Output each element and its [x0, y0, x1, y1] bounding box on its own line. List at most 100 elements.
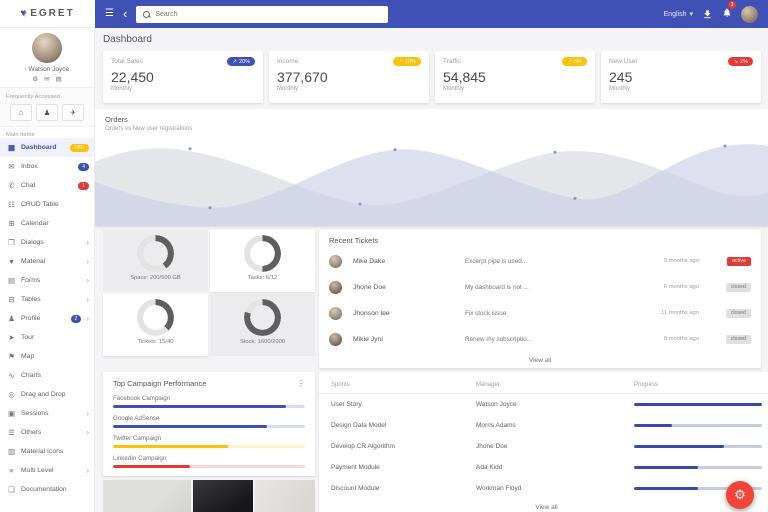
campaign-label: Twitter Campaign: [113, 435, 162, 442]
sidebar-item[interactable]: ⊟ Tables ›: [8, 294, 89, 304]
progress-bar: [634, 403, 762, 406]
sprint-cell: Payment Module: [331, 464, 380, 471]
sidebar-item[interactable]: ♟ Profile 2 ›: [8, 313, 89, 323]
ticket-row[interactable]: Mike Dake Excerpt pipe is used... 9 mont…: [319, 248, 761, 274]
calendar-icon: ⊞: [8, 219, 15, 228]
quick-access-button[interactable]: ✈: [62, 104, 84, 121]
campaign-progress-fill: [113, 425, 267, 428]
donut-gauge: [244, 235, 281, 272]
tickets-list: Mike Dake Excerpt pipe is used... 9 mont…: [319, 248, 761, 352]
quick-access-button[interactable]: ♟: [36, 104, 58, 121]
stat-card: Income ↗ 10% 377,670 Monthly: [269, 51, 429, 103]
chevron-right-icon: ›: [86, 408, 89, 418]
panel-title: Top Campaign Performance: [113, 379, 207, 388]
progress-bar: [634, 466, 762, 469]
campaign-progress-fill: [113, 465, 190, 468]
tour-icon: ➤: [8, 333, 15, 342]
stat-label: Total Sales: [111, 58, 143, 65]
main-items-label: Main Items: [6, 132, 35, 138]
progress-bar: [634, 487, 762, 490]
progress-bar-fill: [634, 487, 698, 490]
apps-icon[interactable]: ▤: [55, 76, 62, 83]
user-avatar[interactable]: [32, 33, 62, 63]
chat-icon: ✆: [8, 181, 15, 190]
ticket-status-badge: closed: [725, 334, 751, 344]
tables-icon: ⊟: [8, 295, 15, 304]
material-icons-icon: ▥: [7, 447, 16, 456]
sidebar-item[interactable]: ≡ Multi Level ›: [0, 461, 94, 480]
sidebar-item[interactable]: ❐ Dialogs ›: [8, 237, 89, 247]
sidebar-item[interactable]: ⊞ Calendar: [8, 219, 49, 228]
sidebar-item[interactable]: ▤ Forms ›: [7, 275, 89, 285]
sidebar-badge: 2: [70, 314, 82, 323]
profile-icon: ♟: [8, 314, 15, 323]
view-all-link[interactable]: View all: [535, 504, 558, 511]
notifications-button[interactable]: 3: [722, 1, 736, 23]
photo-thumbnail[interactable]: [193, 480, 253, 512]
user-name-row: ▪ Watson Joyce: [0, 66, 94, 73]
home-icon: ⌂: [18, 108, 24, 117]
manager-cell: Jhone Doe: [476, 443, 508, 450]
photo-thumbnail[interactable]: [255, 480, 315, 512]
stat-sub-label: Monthly: [277, 86, 299, 92]
topbar-avatar[interactable]: [741, 5, 758, 23]
sessions-icon: ▣: [7, 409, 16, 418]
back-chevron-icon[interactable]: ‹: [122, 5, 128, 21]
sidebar-item[interactable]: ▥ Material Icons: [7, 447, 64, 456]
campaigns-list: Facebook Campaign Google AdSense: [113, 395, 305, 468]
panel-subtitle: Orders vs New user registrations: [105, 126, 193, 132]
ticket-row[interactable]: Jhone Doe My dashboard is not ... 6 mont…: [319, 274, 761, 300]
quick-access-button[interactable]: ⌂: [10, 104, 32, 121]
ticket-name: Mike Dake: [353, 257, 386, 265]
sidebar-item[interactable]: ✆ Chat 1: [0, 176, 94, 195]
manager-cell: Ada Kidd: [476, 464, 503, 471]
ticket-excerpt: Excerpt pipe is used...: [465, 257, 527, 265]
logo: ♥ EGRET: [0, 0, 95, 28]
ticket-name: Mikie Jyni: [353, 335, 383, 343]
ticket-time: 6 months ago: [663, 284, 699, 290]
table-row: Payment Module Ada Kidd: [319, 457, 768, 478]
gear-icon[interactable]: ⚙: [32, 76, 39, 83]
sidebar-item[interactable]: ❏ Documentation: [8, 485, 67, 494]
sidebar-item[interactable]: ∿ Charts: [8, 371, 42, 380]
sidebar-item[interactable]: ▣ Sessions ›: [7, 408, 89, 418]
stat-card: New User ↘ 2% 245 Monthly: [601, 51, 761, 103]
search-input[interactable]: [155, 10, 382, 18]
sidebar-item[interactable]: ▦ Dashboard 100+: [0, 138, 94, 157]
kebab-menu-icon[interactable]: ⋮: [297, 379, 305, 388]
sidebar-item[interactable]: ⚑ Map: [8, 352, 35, 361]
orders-panel: Orders Orders vs New user registrations: [95, 109, 768, 226]
campaign-item: Google AdSense: [113, 415, 305, 428]
chevron-right-icon: ›: [86, 427, 89, 437]
language-selector[interactable]: English ▾: [663, 10, 693, 19]
ticket-row[interactable]: Mikie Jyni Renew my subscriptio... 8 mon…: [319, 326, 761, 352]
sidebar-item[interactable]: ♥ Material ›: [0, 252, 94, 271]
notification-badge: 3: [728, 1, 736, 9]
sidebar-item[interactable]: ➤ Tour: [8, 333, 35, 342]
charts-icon: ∿: [8, 371, 15, 380]
ticket-row[interactable]: Jhonson lee Fix stock issue 11 months ag…: [319, 300, 761, 326]
progress-bar-fill: [634, 403, 762, 406]
chevron-right-icon: ›: [86, 237, 89, 247]
sidebar-item[interactable]: ◎ Drag and Drop: [8, 390, 66, 399]
download-icon[interactable]: [702, 9, 713, 20]
sidebar-item[interactable]: ☷ CRUD Table: [8, 200, 59, 209]
dialogs-icon: ❐: [8, 238, 15, 247]
mail-icon[interactable]: ✉: [44, 76, 50, 83]
view-all-link[interactable]: View all: [528, 357, 552, 364]
crud-table-icon: ☷: [8, 200, 15, 209]
ticket-time: 11 months ago: [661, 310, 699, 316]
chevron-right-icon: ›: [86, 275, 89, 285]
search-box[interactable]: [136, 5, 389, 23]
person-icon: ♟: [43, 108, 51, 117]
sidebar-item[interactable]: ☰ Others ›: [8, 427, 89, 437]
photo-thumbnail[interactable]: [103, 480, 191, 512]
sprints-table-body: User Story Watson Joyce Design Data Mode…: [319, 394, 768, 499]
campaign-item: Twitter Campaign: [113, 435, 305, 448]
ticket-avatar: [329, 306, 342, 320]
fab-settings-button[interactable]: ⚙: [726, 481, 754, 509]
sidebar-item[interactable]: ✉ Inbox 4: [0, 157, 94, 176]
hamburger-menu-icon[interactable]: ☰: [105, 8, 114, 19]
topbar: ♥ EGRET ☰ ‹ English ▾ 3: [0, 0, 768, 28]
sidebar-badge: 4: [78, 162, 89, 171]
